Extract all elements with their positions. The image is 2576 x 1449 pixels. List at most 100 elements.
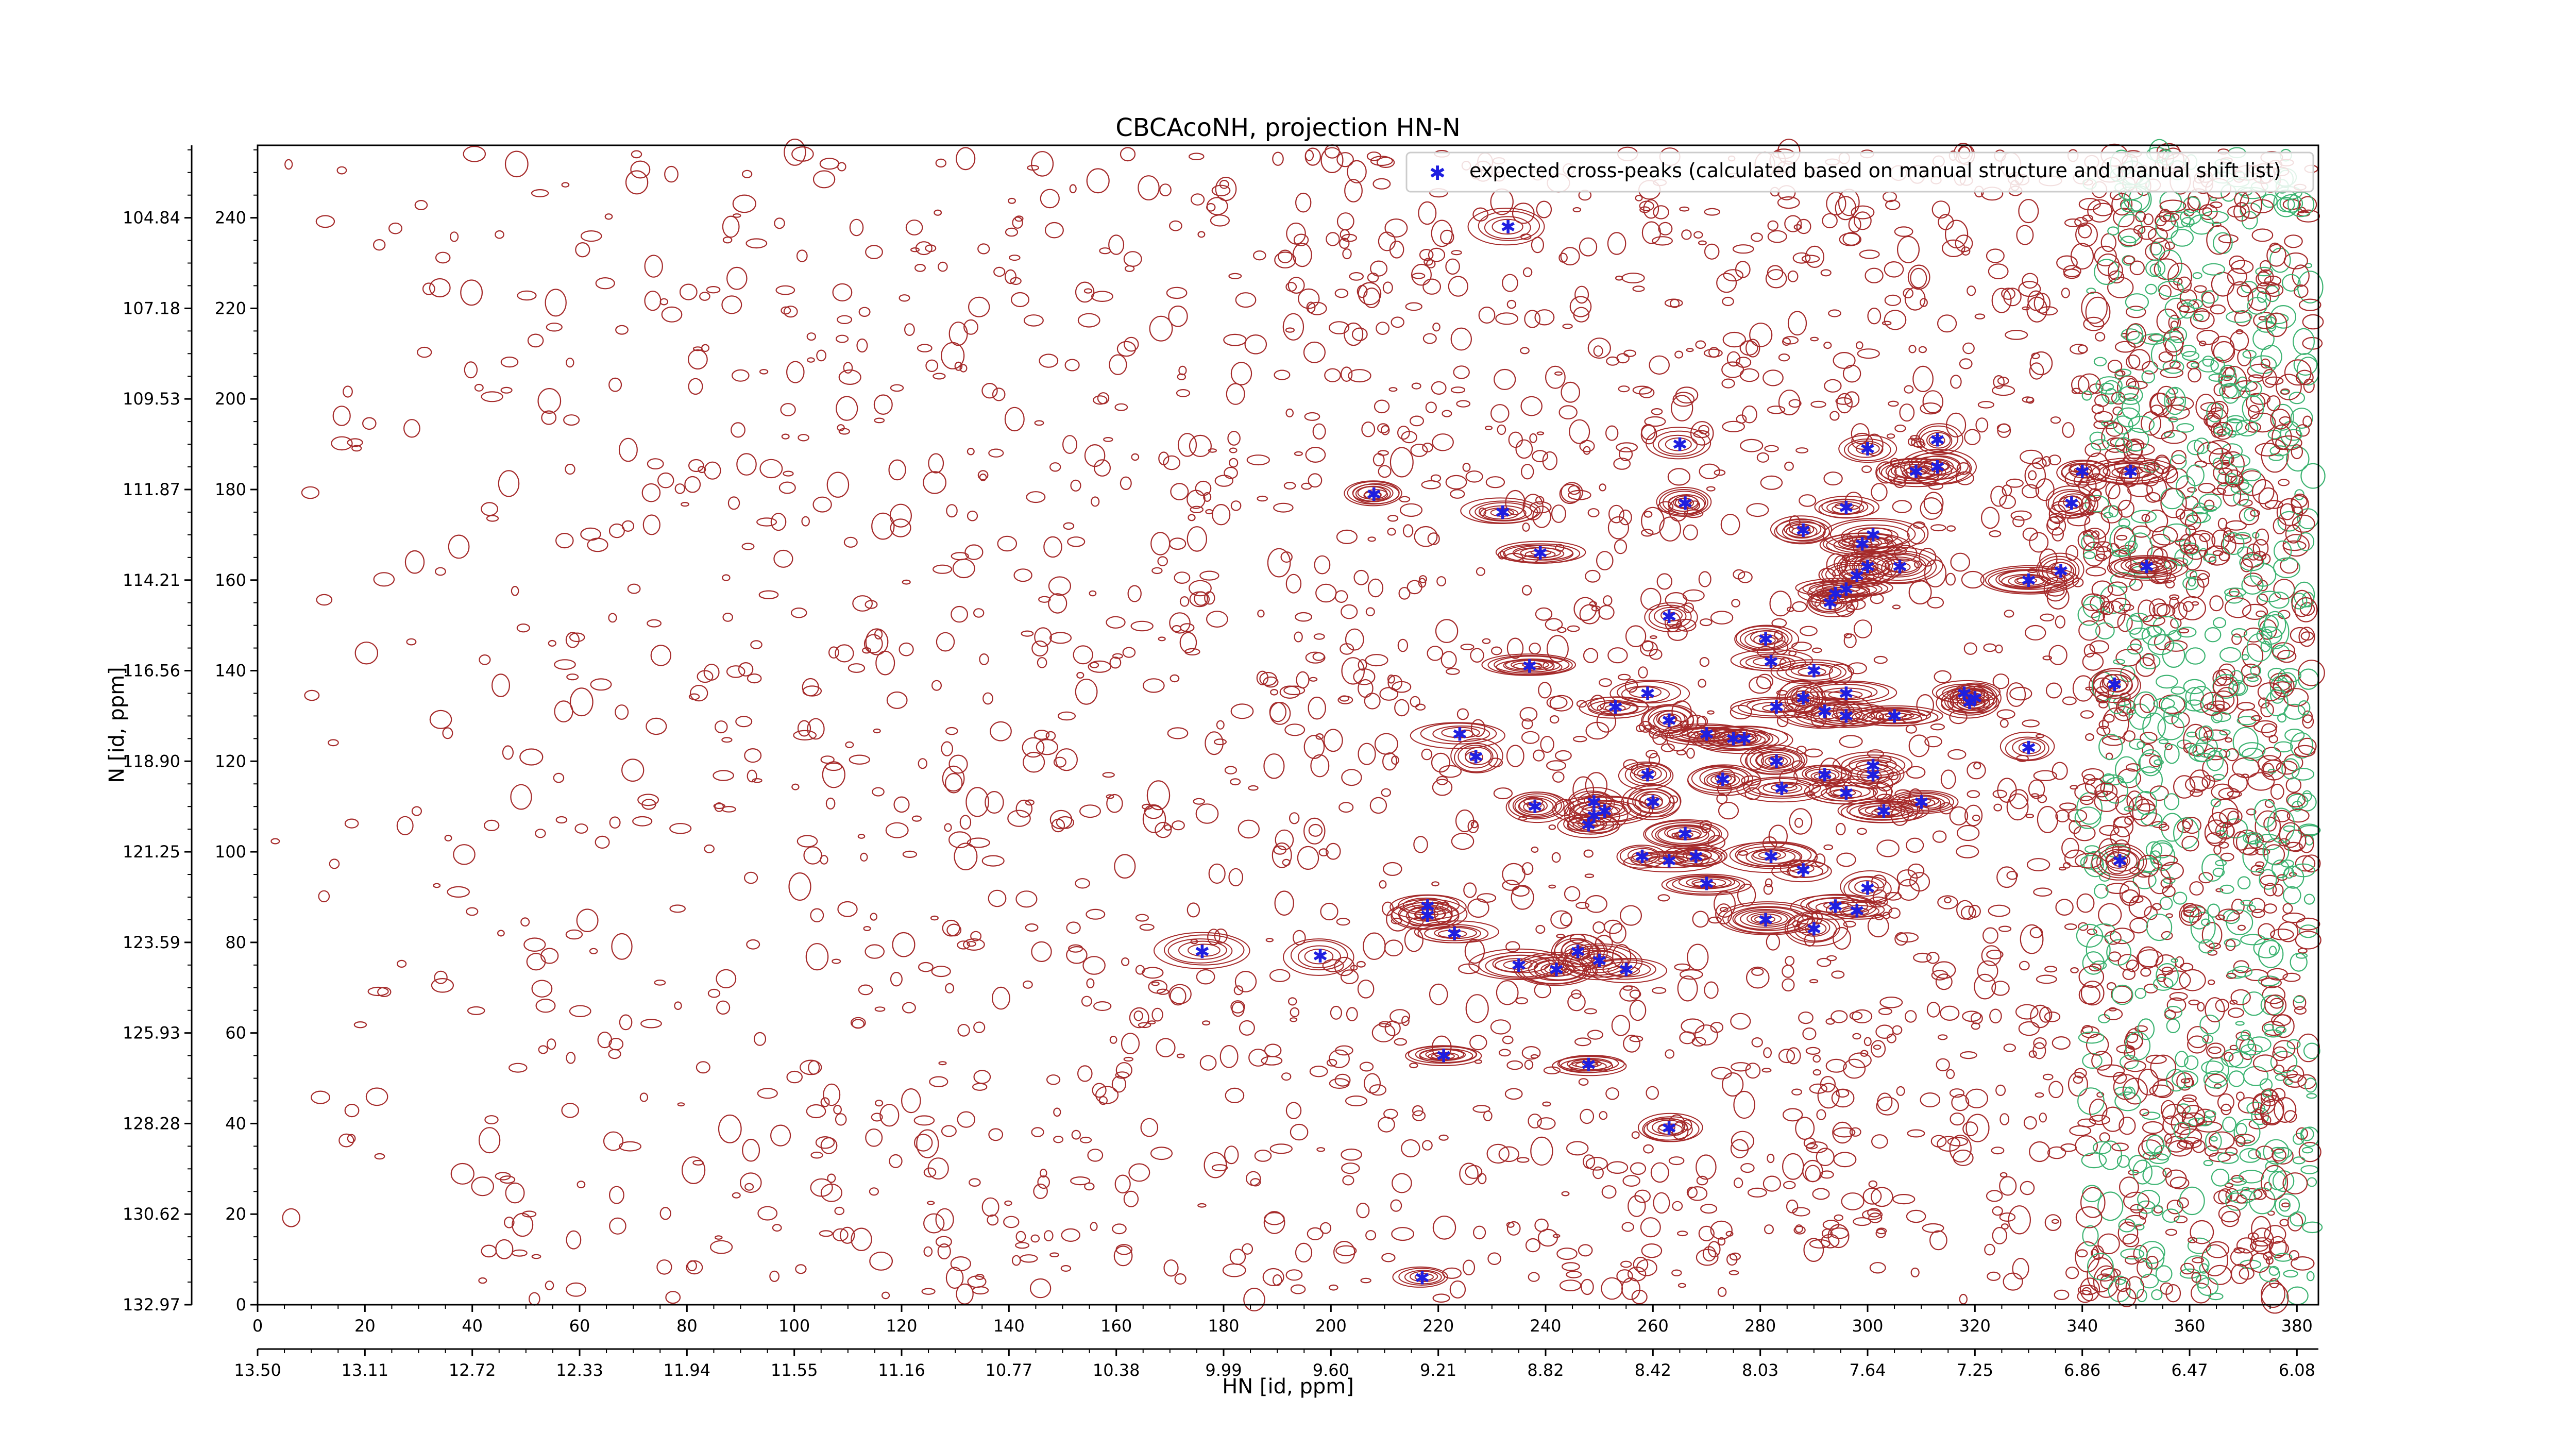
noise-contour (1751, 968, 1764, 976)
noise-contour (1676, 749, 1686, 756)
noise-contour (1502, 1035, 1514, 1044)
noise-contour (681, 1156, 706, 1184)
noise-contour (1532, 506, 1551, 528)
noise-contour (1717, 1287, 1727, 1297)
noise-contour (1649, 649, 1663, 660)
noise-contour (1374, 399, 1390, 414)
noise-contour (1315, 733, 1324, 740)
noise-contour (2197, 1002, 2205, 1012)
noise-contour (733, 213, 741, 218)
noise-contour (1561, 1262, 1580, 1271)
ppm-x-tick-label: 13.50 (234, 1360, 281, 1380)
noise-contour (1981, 945, 2002, 966)
noise-contour (905, 220, 923, 235)
noise-contour (1922, 390, 1944, 414)
noise-contour (1421, 748, 1433, 761)
noise-contour (1353, 569, 1369, 585)
noise-contour (2173, 891, 2188, 905)
ppm-x-tick-label: 11.55 (771, 1360, 818, 1380)
noise-contour (704, 461, 721, 480)
noise-contour (952, 559, 975, 579)
x-tick-label: 160 (1100, 1316, 1132, 1336)
noise-contour (985, 790, 1004, 814)
ppm-x-tick-label: 10.77 (986, 1360, 1033, 1380)
cross-peak-marker: ✱ (1699, 724, 1714, 746)
noise-contour (1863, 1037, 1872, 1047)
noise-contour (992, 387, 1006, 401)
noise-contour (495, 1239, 514, 1259)
noise-contour (783, 306, 798, 318)
noise-contour (481, 391, 503, 402)
noise-contour (531, 189, 549, 197)
noise-contour (2192, 272, 2202, 279)
noise-contour (2289, 392, 2306, 405)
noise-contour (1040, 1169, 1047, 1178)
cross-peak-marker: ✱ (1892, 557, 1907, 578)
noise-contour (2233, 960, 2249, 973)
noise-contour (1579, 440, 1595, 452)
noise-contour (566, 673, 579, 681)
noise-contour (1603, 919, 1623, 934)
noise-contour (1828, 309, 1841, 317)
noise-contour (1992, 1226, 2007, 1244)
noise-contour (2116, 375, 2140, 400)
noise-contour (796, 249, 808, 262)
noise-contour (742, 1138, 760, 1162)
noise-contour (1344, 179, 1363, 203)
noise-contour (2187, 1026, 2209, 1049)
noise-contour (1269, 1143, 1293, 1154)
noise-contour (527, 333, 544, 348)
x-tick-label: 300 (1852, 1316, 1883, 1336)
noise-contour (1274, 369, 1291, 380)
noise-contour (1809, 1239, 1831, 1249)
noise-contour (1839, 735, 1863, 748)
noise-contour (1189, 580, 1212, 597)
noise-contour (752, 778, 762, 783)
noise-contour (650, 645, 672, 666)
noise-contour (2231, 1175, 2244, 1183)
ppm-x-tick-label: 8.03 (1742, 1360, 1778, 1380)
noise-contour (1430, 474, 1442, 482)
noise-contour (2291, 444, 2303, 460)
noise-contour (1339, 238, 1350, 249)
noise-contour (1937, 314, 1957, 333)
noise-contour (1842, 232, 1860, 246)
noise-contour (2081, 1152, 2107, 1169)
noise-contour (1677, 975, 1698, 1002)
noise-contour (1080, 1136, 1092, 1143)
noise-contour (1989, 1008, 2002, 1024)
noise-contour (1381, 788, 1391, 797)
noise-contour (1044, 222, 1064, 239)
noise-contour (1158, 636, 1166, 642)
noise-contour (422, 282, 435, 295)
noise-contour (1749, 323, 1773, 347)
noise-contour (1320, 902, 1338, 921)
noise-contour (1562, 324, 1573, 329)
noise-contour (1257, 495, 1268, 502)
noise-contour (1397, 426, 1410, 440)
noise-contour (2269, 998, 2284, 1009)
noise-contour (1722, 331, 1746, 348)
ppm-x-tick-label: 10.38 (1093, 1360, 1140, 1380)
noise-contour (463, 145, 486, 162)
noise-contour (935, 1236, 952, 1248)
noise-contour (2281, 1202, 2290, 1208)
noise-contour (1115, 1071, 1129, 1079)
noise-contour (1585, 895, 1608, 913)
noise-contour (516, 623, 530, 633)
noise-contour (1670, 298, 1680, 308)
noise-contour (2187, 1035, 2207, 1054)
noise-contour (802, 678, 819, 697)
noise-contour (2215, 888, 2224, 892)
y-tick-label: 60 (225, 1023, 246, 1043)
noise-contour (1789, 808, 1812, 835)
noise-contour (2046, 516, 2066, 536)
noise-contour (1493, 787, 1513, 800)
noise-contour (1188, 514, 1196, 521)
noise-contour (1303, 817, 1326, 845)
cross-peak-marker: ✱ (1817, 702, 1833, 723)
noise-contour (396, 816, 414, 835)
noise-contour (2261, 723, 2277, 738)
noise-contour (1653, 205, 1669, 220)
noise-contour (934, 209, 942, 216)
